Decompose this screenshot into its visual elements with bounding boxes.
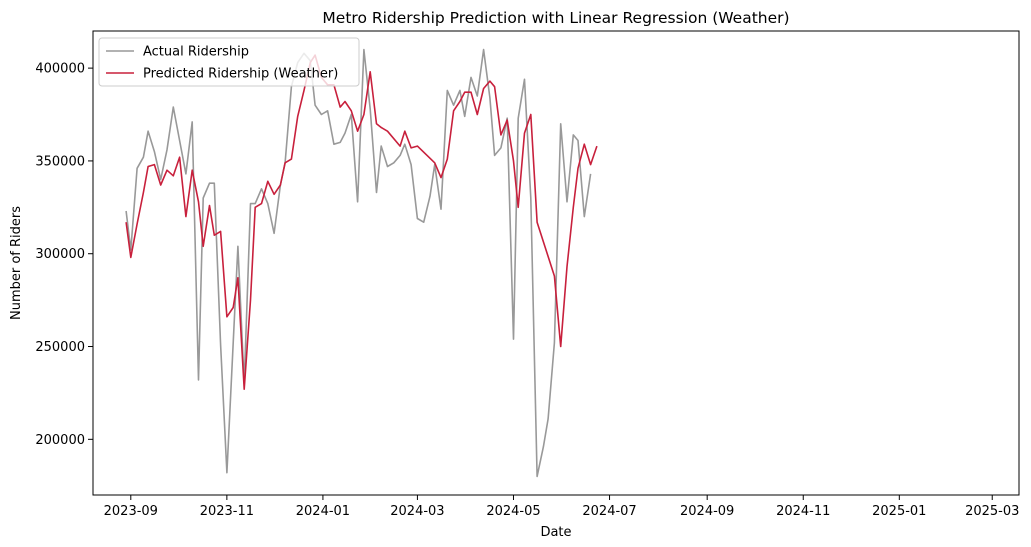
y-tick-label: 200000 (35, 433, 85, 448)
x-tick-label: 2025-01 (872, 504, 926, 519)
series-line-predicted (125, 54, 598, 390)
x-tick-label: 2023-11 (200, 504, 254, 519)
x-tick-label: 2024-11 (776, 504, 830, 519)
legend: Actual Ridership Predicted Ridership (Wea… (98, 37, 360, 87)
x-axis-label: Date (540, 525, 571, 540)
x-tick-label: 2024-03 (390, 504, 444, 519)
y-tick-label: 300000 (35, 247, 85, 262)
x-tick-label: 2024-05 (486, 504, 540, 519)
x-tick-label: 2024-01 (296, 504, 350, 519)
x-tick-label: 2024-09 (680, 504, 734, 519)
series-line-actual (125, 48, 592, 478)
plot-area-frame (92, 30, 1020, 496)
legend-label: Predicted Ridership (Weather) (143, 67, 338, 82)
x-tick-label: 2025-03 (965, 504, 1019, 519)
y-tick-label: 400000 (35, 62, 85, 77)
x-axis: 2023-09 2023-11 2024-01 2024-03 2024-05 2024-… (104, 495, 1019, 519)
y-axis: 200000 250000 300000 350000 400000 (35, 62, 93, 448)
series-lines (125, 48, 598, 478)
x-tick-label: 2024-07 (582, 504, 636, 519)
legend-label: Actual Ridership (143, 45, 249, 60)
y-tick-label: 350000 (35, 154, 85, 169)
chart-title: Metro Ridership Prediction with Linear R… (322, 9, 789, 27)
y-axis-label: Number of Riders (9, 206, 24, 320)
legend-box (98, 37, 360, 87)
y-tick-label: 250000 (35, 340, 85, 355)
x-tick-label: 2023-09 (104, 504, 158, 519)
